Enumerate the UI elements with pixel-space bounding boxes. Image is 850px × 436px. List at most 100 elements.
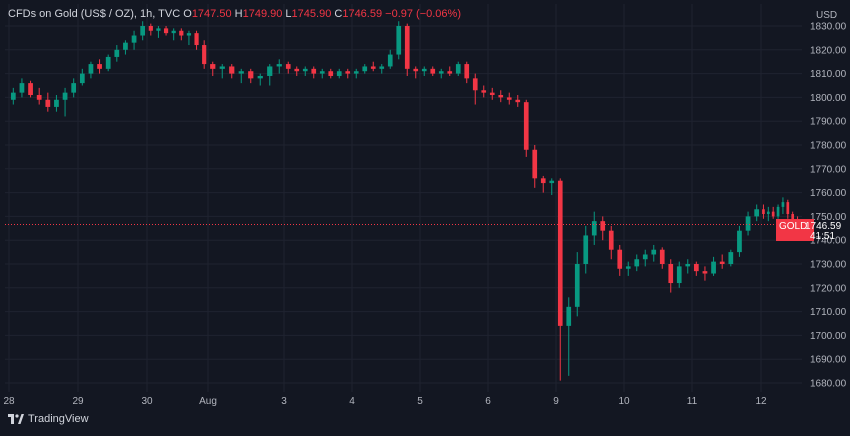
price-axis[interactable]: 1680.00 1690.00 1700.00 1710.00 1720.00 1730.… [810,22,847,390]
candle-up [186,30,192,46]
tradingview-brand[interactable]: TradingView [8,413,89,425]
candle-body [10,92,16,100]
candle-body [481,90,487,93]
candle-up [711,256,716,276]
candle-down [229,64,235,79]
candle-up [267,64,273,86]
x-tick-label: 12 [755,396,767,407]
candle-body [421,68,427,72]
y-tick-label: 1780.00 [810,141,847,152]
candle-body [194,33,199,46]
candle-body [202,45,207,65]
candle-body [557,180,563,326]
candle-down [617,244,623,276]
candle-body [754,209,760,217]
candle-body [404,26,410,69]
candle-down [447,66,453,76]
candle-up [171,28,176,41]
candle-up [591,211,597,245]
x-tick-label: 4 [349,396,355,407]
candle-up [219,64,225,79]
candle-up [62,87,68,117]
candle-body [311,68,317,74]
y-tick-label: 1830.00 [810,22,847,33]
candle-down [719,254,725,269]
candle-body [693,264,699,272]
candle-up [754,204,760,222]
candle-body [766,211,770,215]
candle-up [685,259,691,274]
symbol-title[interactable]: CFDs on Gold (US$ / OZ), 1h, TVC [8,8,181,20]
candle-body [464,64,470,79]
candle-up [625,261,631,276]
candle-down [294,66,300,76]
y-tick-label: 1760.00 [810,188,847,199]
candle-body [345,71,351,74]
y-tick-label: 1740.00 [810,236,847,247]
candle-up [766,206,770,222]
y-tick-label: 1710.00 [810,307,847,318]
candle-up [140,21,146,41]
candle-body [54,99,59,107]
candle-up [574,252,580,317]
y-tick-label: 1800.00 [810,93,847,104]
candle-body [71,83,77,93]
candle-down [540,175,546,193]
tradingview-logo-icon [8,414,24,424]
candle-up [54,95,59,112]
candle-up [114,45,120,62]
x-tick-label: 3 [281,396,287,407]
candle-body [319,71,325,74]
candle-down [532,145,538,188]
candle-body [771,211,775,217]
candle-down [413,66,419,79]
candle-body [776,206,780,217]
high-label: H [234,8,243,20]
candle-up [131,30,137,50]
candle-body [489,92,495,96]
candle-body [702,271,708,274]
candlestick-series [10,21,799,381]
x-tick-label: Aug [199,396,217,407]
y-tick-label: 1730.00 [810,260,847,271]
candle-body [791,214,795,222]
candle-up [651,244,657,262]
candle-down [771,206,775,219]
candle-body [328,71,334,76]
candle-body [88,64,94,74]
candle-down [248,68,254,84]
candle-body [148,26,153,31]
last-price-label: GOLD 1746.59 41:51 [776,219,842,242]
candle-body [668,264,674,284]
candle-down [523,99,529,157]
candle-down [608,225,614,260]
candle-down [481,85,487,98]
candle-up [396,21,402,60]
candle-body [302,68,308,72]
candle-body [131,35,137,43]
candle-body [248,71,254,79]
last-price-symbol: GOLD [779,221,807,232]
last-price-box-bg [776,219,814,241]
open-label: O [183,8,192,20]
time-axis[interactable]: 28 29 30 Aug 3 4 5 6 9 10 11 12 [3,396,767,407]
candle-up [438,68,444,79]
candle-body [659,249,665,264]
y-tick-label: 1680.00 [810,379,847,390]
candle-body [617,249,623,269]
candle-body [515,99,521,103]
candle-up [19,78,25,98]
candle-down [45,92,51,112]
candle-down [659,247,665,269]
x-tick-label: 6 [485,396,491,407]
candle-body [438,71,444,74]
close-label: C [334,8,343,20]
candle-body [745,216,751,231]
candle-up [156,26,161,38]
candle-body [294,68,300,72]
candle-up [549,178,555,195]
candle-down [28,80,33,98]
candle-up [583,225,589,274]
